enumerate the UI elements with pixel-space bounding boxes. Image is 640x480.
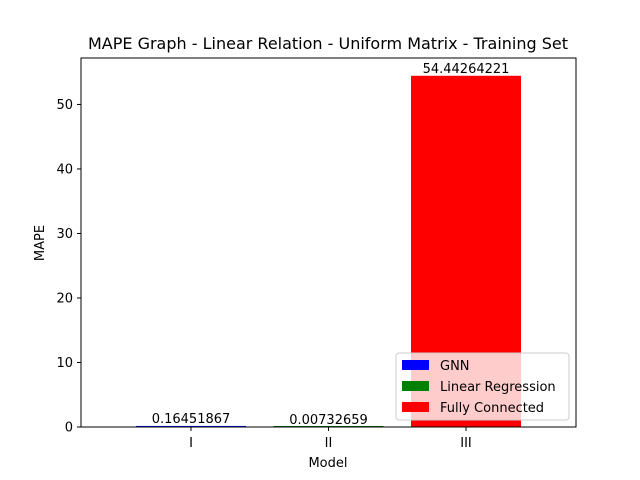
bar-value-label: 0.16451867 [152, 412, 231, 427]
chart-title: MAPE Graph - Linear Relation - Uniform M… [88, 34, 568, 53]
x-tick-label: II [325, 436, 333, 451]
legend-swatch [402, 402, 429, 412]
bar-II [273, 425, 384, 427]
y-tick-label: 50 [56, 98, 73, 113]
y-tick-label: 20 [56, 291, 73, 306]
bar-value-label: 54.44264221 [423, 62, 510, 77]
y-tick-label: 0 [65, 421, 73, 436]
legend: GNN Linear Regression Fully Connected [395, 352, 570, 421]
y-tick-label: 40 [56, 162, 73, 177]
y-tick-label: 30 [56, 227, 73, 242]
legend-swatch [402, 381, 429, 391]
x-tick-label: III [460, 436, 472, 451]
legend-swatch [402, 360, 429, 370]
y-axis-label: MAPE [33, 225, 48, 261]
legend-box [395, 352, 570, 421]
legend-label: Linear Regression [440, 380, 556, 395]
bar-value-label: 0.00732659 [289, 413, 368, 428]
legend-label: GNN [440, 359, 470, 374]
bar-I [136, 425, 246, 427]
x-axis-label: Model [308, 456, 347, 471]
legend-label: Fully Connected [440, 401, 544, 416]
y-tick-label: 10 [56, 356, 73, 371]
x-tick-label: I [189, 436, 193, 451]
